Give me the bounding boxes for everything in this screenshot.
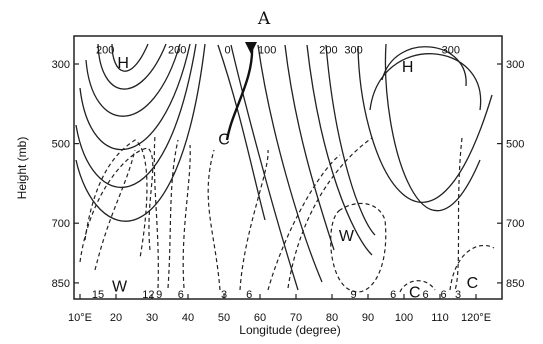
center-label: W [339,228,355,245]
dashed-contour-label: 6 [246,289,252,301]
dashed-contour-labels: 15 12 9 6 3 6 9 6 6 6 3 [92,289,461,301]
dashed-contour-label: 3 [455,289,461,301]
dashed-temperature-contours [79,134,495,293]
x-tick-label: 110 [431,312,449,324]
dashed-contour [239,149,269,291]
x-axis-title: Longitude (degree) [239,323,340,337]
thick-zero-contour [225,44,254,141]
solid-contour [257,44,323,283]
dashed-contour [454,137,463,291]
solid-contour-label: 100 [258,44,276,56]
solid-contour [230,44,299,291]
y-tick-label: 850 [506,278,524,290]
pressure-centers: H C W H W C C [112,55,478,302]
x-tick-label: 30 [146,312,158,324]
solid-contour-label: 200 [319,44,337,56]
dashed-contour [153,134,159,289]
solid-contour-label: 300 [344,44,362,56]
dashed-contour [267,154,341,291]
solid-contour [79,43,191,151]
y-tick-label: 850 [52,278,70,290]
y-tick-label: 500 [506,139,524,151]
solid-contour [369,53,482,111]
solid-contour [75,43,206,222]
x-tick-label: 60 [254,312,266,324]
dashed-contour [79,147,154,263]
y-axis-left-ticks: 300 500 700 850 [52,59,79,290]
x-tick-label: 50 [218,312,230,324]
dashed-contour [167,139,179,289]
solid-contour-label: 0 [225,44,231,56]
y-tick-label: 700 [506,218,524,230]
center-label: C [218,131,230,148]
solid-contour-label: 200 [168,44,186,56]
x-tick-label: 40 [182,312,194,324]
dashed-contour [330,202,387,293]
y-tick-label: 700 [52,218,70,230]
center-label: H [402,59,414,76]
dashed-contour [207,149,221,291]
dashed-contour [94,149,136,271]
solid-contour [217,44,266,221]
dashed-contour [84,139,148,259]
x-tick-label: 70 [290,312,302,324]
x-tick-label: 100 [395,312,413,324]
dashed-contour-label: 9 [351,289,357,301]
dashed-contour-label: 6 [441,289,447,301]
y-tick-label: 300 [506,59,524,71]
dashed-contour-label: 9 [156,289,162,301]
panel-label: A [257,9,271,29]
solid-contour [381,46,467,87]
dashed-contour-label: 12 [142,289,154,301]
center-label: W [112,278,128,295]
solid-contour [357,45,493,203]
dashed-contour [449,244,495,291]
x-tick-label: 10°E [68,312,92,324]
solid-height-contours [75,43,493,291]
dashed-contour [182,144,191,289]
solid-contour [384,43,481,212]
center-label: H [117,55,129,72]
y-axis-title: Height (mb) [15,137,29,200]
solid-contour [75,43,197,188]
y-tick-label: 300 [52,59,70,71]
solid-contour [111,43,149,72]
dashed-contour [399,280,436,293]
x-tick-label: 80 [326,312,338,324]
solid-contour-labels: 200 200 0 100 200 300 300 [96,44,460,56]
y-tick-label: 500 [52,139,70,151]
solid-contour [97,43,167,90]
solid-contour [306,44,373,256]
x-axis-ticks: 10°E 20 30 40 50 60 70 80 90 100 110 120°E [68,294,491,324]
x-tick-label: 90 [362,312,374,324]
solid-contour [85,43,181,117]
y-axis-right-ticks: 300 500 700 850 [497,59,524,290]
dashed-contour-label: 6 [178,289,184,301]
solid-contour [325,44,376,236]
solid-contour-label: 300 [442,44,460,56]
dashed-contour-label: 15 [92,289,104,301]
dashed-contour [287,137,373,289]
dashed-contour-label: 6 [390,289,396,301]
x-tick-label: 120°E [461,312,491,324]
dashed-contour-label: 6 [423,289,429,301]
solid-contour-label: 200 [96,44,114,56]
solid-contour [284,44,335,251]
dashed-contour-label: 3 [221,289,227,301]
plot-frame [73,35,503,300]
center-label: C [409,285,421,302]
arrow-marker [245,42,257,54]
x-tick-label: 20 [110,312,122,324]
center-label: C [467,275,479,292]
